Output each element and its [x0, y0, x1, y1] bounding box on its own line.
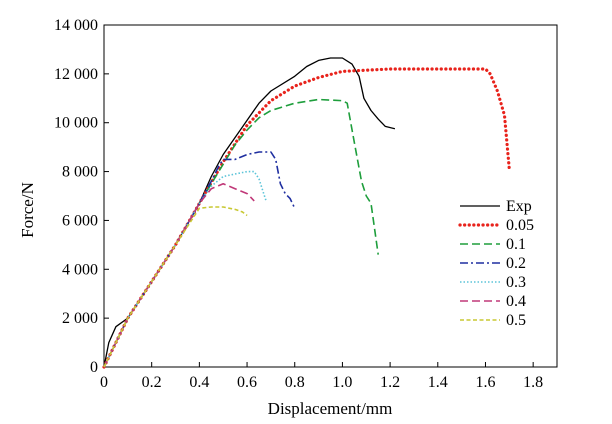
x-tick-label: 0 [100, 374, 108, 391]
legend-label-Exp: Exp [506, 198, 532, 215]
x-tick-label: 0.4 [189, 374, 209, 391]
series-line-Exp [103, 57, 396, 368]
series-line-0.4 [103, 183, 255, 368]
y-tick-label: 8 000 [62, 164, 98, 181]
y-tick-label: 12 000 [54, 66, 98, 83]
y-tick-label: 2 000 [62, 310, 98, 327]
y-tick-label: 14 000 [54, 17, 98, 34]
series-line-0.1 [103, 98, 379, 368]
plot-border [103, 24, 558, 368]
x-tick-label: 0.2 [142, 374, 162, 391]
y-tick-label: 10 000 [54, 115, 98, 132]
x-tick-label: 0.6 [237, 374, 257, 391]
x-tick-label: 1.4 [428, 374, 448, 391]
series-lines [102, 57, 511, 369]
x-tick-label: 1.2 [380, 374, 400, 391]
x-tick-label: 1.0 [332, 374, 352, 391]
x-tick-label: 1.6 [475, 374, 495, 391]
series-line-0.3 [103, 170, 267, 368]
series-line-0.05 [102, 67, 511, 369]
y-tick-label: 4 000 [62, 261, 98, 278]
x-tick-label: 0.8 [285, 374, 305, 391]
legend: Exp 0.05 0.1 0.2 0.3 0.4 0.5 [458, 198, 534, 329]
legend-label-0.5: 0.5 [506, 312, 526, 329]
series-line-0.5 [103, 206, 248, 368]
y-tick-label: 0 [90, 359, 98, 376]
x-axis-ticks: 0 0.2 0.4 0.6 0.8 1.0 1.2 1.4 1.6 1.8 [100, 362, 543, 391]
plot-frame [103, 24, 558, 368]
legend-label-0.2: 0.2 [506, 255, 526, 272]
series-line-0.2 [103, 151, 296, 368]
x-axis-label: Displacement/mm [268, 399, 393, 418]
y-axis-label: Force/N [18, 182, 37, 238]
x-tick-label: 1.8 [523, 374, 543, 391]
legend-label-0.05: 0.05 [506, 217, 534, 234]
legend-label-0.1: 0.1 [506, 236, 526, 253]
y-tick-label: 6 000 [62, 212, 98, 229]
legend-label-0.3: 0.3 [506, 274, 526, 291]
legend-label-0.4: 0.4 [506, 293, 526, 310]
y-axis-ticks: 0 2 000 4 000 6 000 8 000 10 000 12 000 14 000 [54, 17, 109, 376]
